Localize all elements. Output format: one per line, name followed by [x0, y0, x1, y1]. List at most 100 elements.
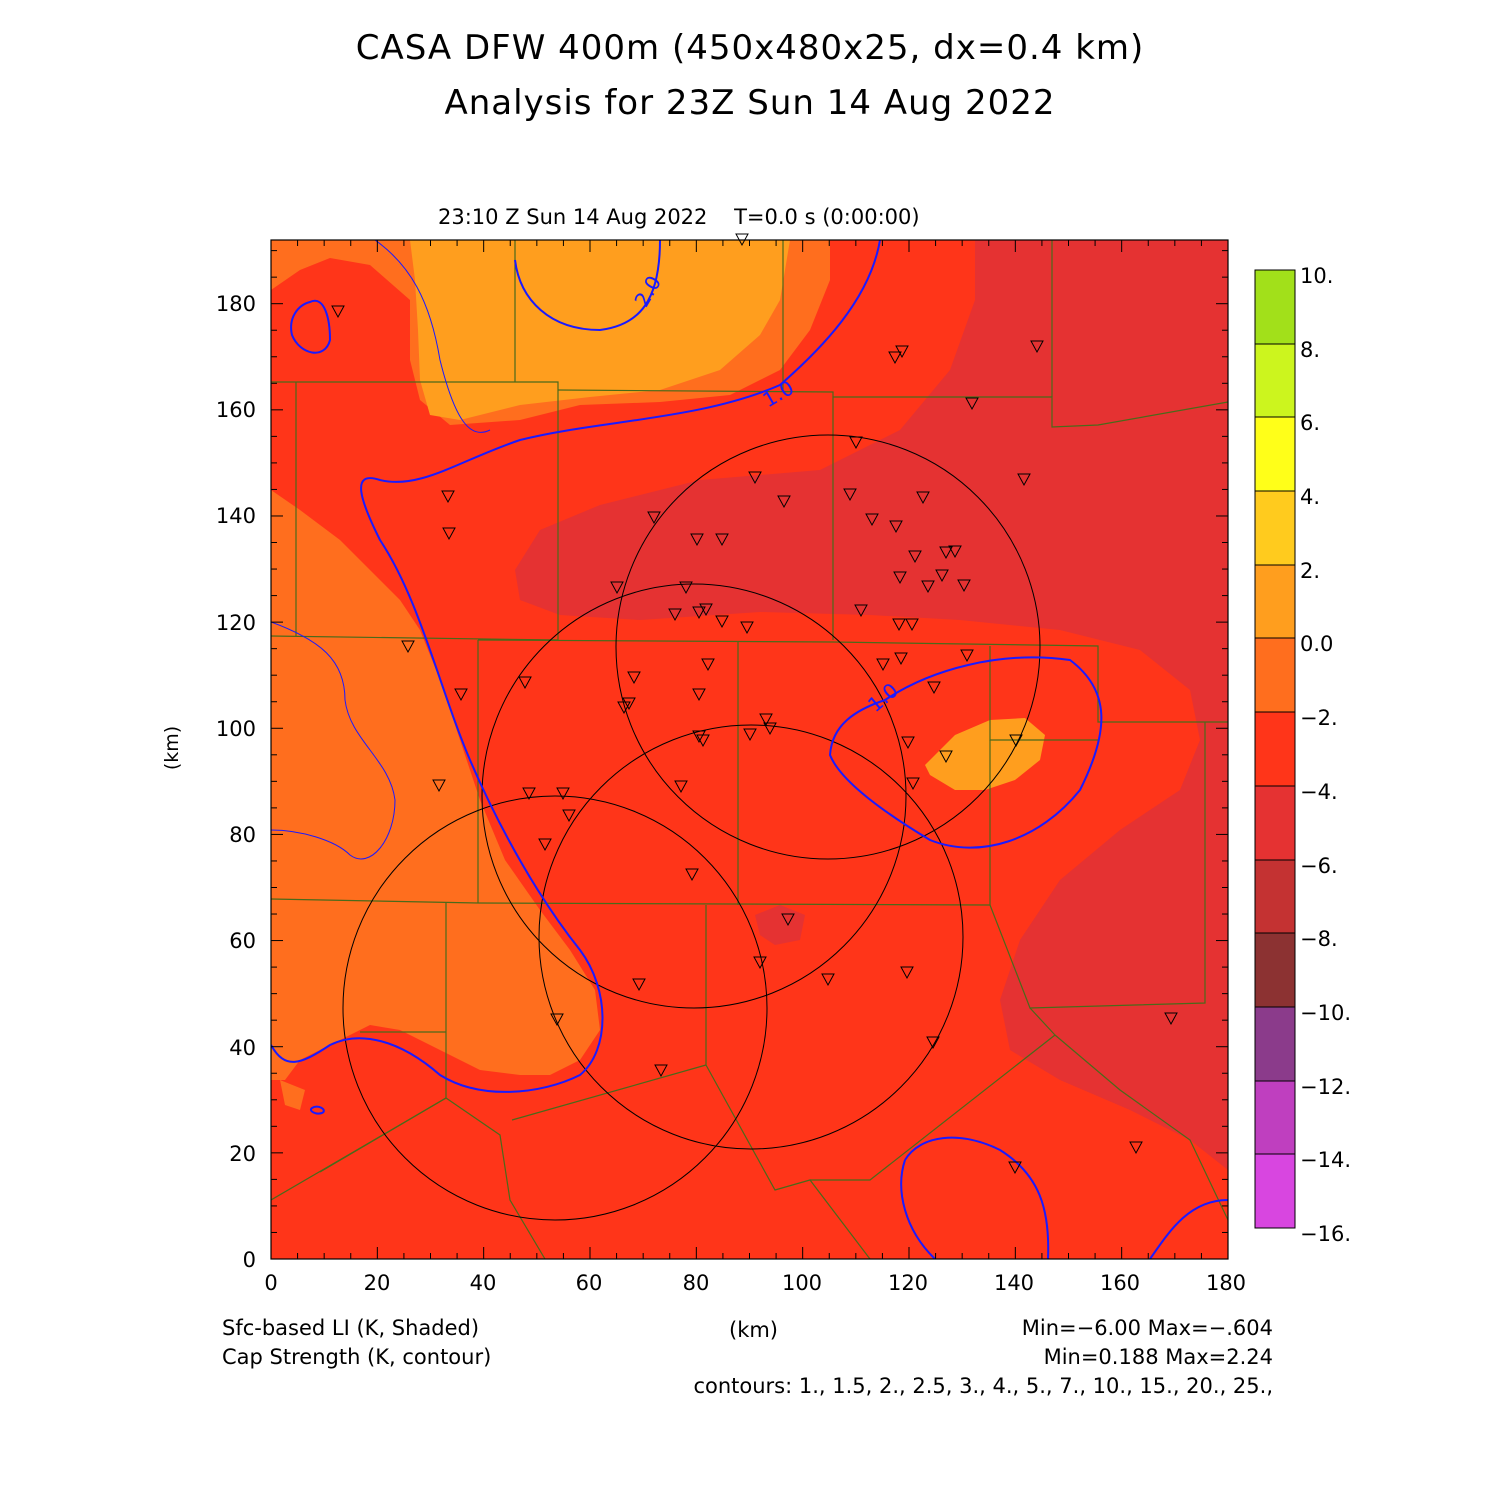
station-marker [948, 545, 962, 559]
station-marker [957, 579, 971, 593]
x-tick-label: 120 [888, 1271, 928, 1295]
colorbar: 10. 8. 6. 4. 2. 0.0 −2. −4. −6. −8. −10.… [1254, 264, 1351, 1246]
colorbar-label: 0.0 [1300, 632, 1333, 656]
x-tick-label: 0 [264, 1271, 277, 1295]
shaded-field-label: Sfc-based LI (K, Shaded) [222, 1316, 480, 1340]
x-tick-label: 40 [470, 1271, 497, 1295]
colorbar-label: −16. [1300, 1222, 1351, 1246]
colorbar-swatch [1255, 1081, 1295, 1154]
colorbar-dividers [1254, 269, 1296, 1229]
station-marker [905, 618, 919, 632]
county-lines [271, 240, 1228, 1259]
cap-contours-thin [271, 240, 491, 860]
colorbar-label: −12. [1300, 1075, 1351, 1099]
field-zero-east-blob [925, 718, 1045, 790]
colorbar-swatch [1255, 638, 1295, 712]
x-tick-label: 160 [1100, 1271, 1140, 1295]
map-title: CASA DFW 400m (450x480x25, dx=0.4 km) [355, 28, 1145, 68]
station-marker [927, 681, 941, 695]
station-marker [935, 569, 949, 583]
station-marker [696, 734, 710, 748]
contour-levels: contours: 1., 1.5, 2., 2.5, 3., 4., 5., … [693, 1374, 1273, 1398]
station-marker [926, 1036, 940, 1050]
station-marker [1008, 1161, 1022, 1175]
x-tick-label: 80 [683, 1271, 710, 1295]
colorbar-swatch [1255, 786, 1295, 860]
cap-contours [271, 240, 1228, 1259]
station-marker [562, 809, 576, 823]
x-tick-labels: 0 20 40 60 80 100 120 140 160 180 [264, 1271, 1246, 1295]
y-tick-label: 160 [216, 398, 256, 422]
station-marker [441, 490, 455, 504]
station-marker [960, 649, 974, 663]
colorbar-label: −2. [1300, 706, 1338, 730]
station-marker [821, 973, 835, 987]
y-tick-label: 140 [216, 504, 256, 528]
y-tick-label: 20 [229, 1142, 256, 1166]
colorbar-swatch [1255, 933, 1295, 1007]
contour-range: Min=0.188 Max=2.24 [1043, 1345, 1273, 1369]
station-marker [854, 604, 868, 618]
colorbar-swatch [1255, 270, 1295, 344]
station-marker [1030, 340, 1044, 354]
axis-ticks [270, 240, 1229, 1260]
colorbar-label: −14. [1300, 1148, 1351, 1172]
station-marker [894, 652, 908, 666]
y-tick-label: 60 [229, 929, 256, 953]
y-tick-label: 100 [216, 717, 256, 741]
station-marker [654, 1064, 668, 1078]
station-marker [699, 603, 713, 617]
station-marker [692, 688, 706, 702]
station-marker [1017, 473, 1031, 487]
station-marker [843, 488, 857, 502]
x-tick-label: 20 [364, 1271, 391, 1295]
field-minus2-sw-blob [280, 1080, 305, 1110]
station-marker [893, 571, 907, 585]
station-marker [556, 787, 570, 801]
station-marker [679, 581, 693, 595]
colorbar-swatch [1255, 860, 1295, 933]
station-marker [331, 305, 345, 319]
y-tick-labels: 0 20 40 60 80 100 120 140 160 180 [216, 292, 256, 1272]
x-tick-label: 60 [576, 1271, 603, 1295]
station-marker [632, 978, 646, 992]
station-marker [622, 697, 636, 711]
station-marker [849, 436, 863, 450]
station-marker [701, 658, 715, 672]
station-marker [876, 658, 890, 672]
station-markers [331, 233, 1178, 1175]
station-marker [777, 495, 791, 509]
colorbar-label: 4. [1300, 485, 1320, 509]
colorbar-labels: 10. 8. 6. 4. 2. 0.0 −2. −4. −6. −8. −10.… [1300, 264, 1351, 1246]
colorbar-swatch [1255, 491, 1295, 565]
x-axis-label: (km) [729, 1318, 779, 1342]
station-marker [401, 640, 415, 654]
valid-time: 23:10 Z Sun 14 Aug 2022 T=0.0 s (0:00:00… [438, 205, 920, 229]
colorbar-swatch [1255, 1007, 1295, 1081]
station-marker [454, 688, 468, 702]
x-tick-label: 180 [1206, 1271, 1246, 1295]
field-minus4-east [515, 240, 1228, 1170]
station-marker [522, 787, 536, 801]
station-marker [715, 533, 729, 547]
shaded-field [271, 240, 1228, 1259]
colorbar-label: 6. [1300, 411, 1320, 435]
shaded-range: Min=−6.00 Max=−.604 [1021, 1316, 1273, 1340]
y-tick-label: 40 [229, 1036, 256, 1060]
colorbar-label: 2. [1300, 559, 1320, 583]
station-marker [939, 546, 953, 560]
station-marker [690, 533, 704, 547]
contour-field-label: Cap Strength (K, contour) [222, 1345, 492, 1369]
station-marker [939, 750, 953, 764]
station-marker [692, 606, 706, 620]
station-marker [550, 1013, 564, 1027]
y-tick-label: 0 [243, 1248, 256, 1272]
station-marker [865, 513, 879, 527]
station-marker [442, 527, 456, 541]
y-tick-label: 80 [229, 823, 256, 847]
station-marker [889, 520, 903, 534]
radar-rings [342, 434, 1041, 1221]
y-axis-label: (km) [161, 726, 183, 770]
map-subtitle: Analysis for 23Z Sun 14 Aug 2022 [444, 83, 1056, 123]
station-marker [647, 511, 661, 525]
